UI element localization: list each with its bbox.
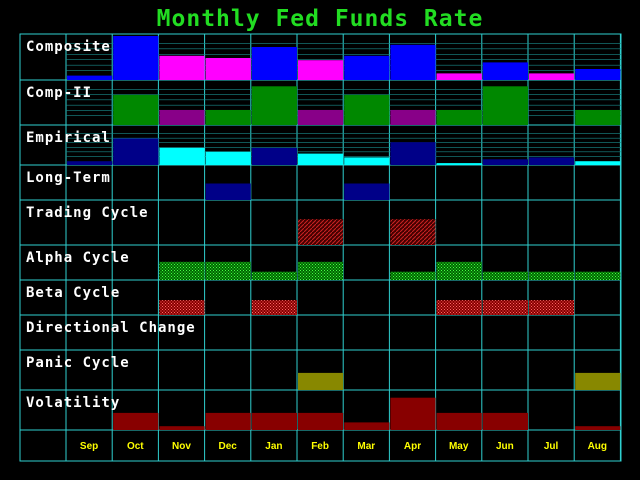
bar-long-term-mar — [344, 183, 390, 200]
bar-alpha-cycle-nov — [159, 261, 205, 280]
month-label-nov: Nov — [172, 441, 191, 452]
bar-volatility-dec — [205, 412, 251, 430]
bar-composite-apr — [390, 44, 436, 80]
bar-alpha-cycle-aug — [575, 271, 621, 280]
row-label-panic-cycle: Panic Cycle — [26, 355, 130, 371]
bar-volatility-mar — [344, 422, 390, 430]
bar-alpha-cycle-may — [436, 261, 482, 280]
chart-title: Monthly Fed Funds Rate — [156, 6, 484, 32]
bar-alpha-cycle-feb — [298, 261, 344, 280]
bar-composite-aug — [575, 69, 621, 80]
bar-beta-cycle-jun — [482, 300, 528, 315]
bar-empirical-oct — [113, 138, 159, 165]
bar-alpha-cycle-jan — [251, 271, 297, 280]
bar-comp-ii-feb — [298, 109, 344, 125]
bar-volatility-apr — [390, 397, 436, 430]
month-label-jun: Jun — [496, 441, 514, 452]
bar-comp-ii-aug — [575, 109, 621, 125]
bar-comp-ii-jun — [482, 86, 528, 125]
bar-composite-feb — [298, 60, 344, 80]
bar-beta-cycle-jan — [251, 300, 297, 315]
month-label-jul: Jul — [544, 441, 559, 452]
bar-comp-ii-nov — [159, 109, 205, 125]
month-label-oct: Oct — [127, 441, 144, 452]
bar-alpha-cycle-jun — [482, 271, 528, 280]
month-label-may: May — [449, 441, 469, 452]
bar-long-term-dec — [205, 183, 251, 200]
bar-alpha-cycle-jul — [529, 271, 575, 280]
bar-composite-may — [436, 73, 482, 80]
bar-composite-jan — [251, 47, 297, 80]
bar-composite-jun — [482, 62, 528, 80]
row-label-trading-cycle: Trading Cycle — [26, 205, 149, 221]
bar-volatility-feb — [298, 412, 344, 430]
bar-empirical-mar — [344, 157, 390, 165]
bar-panic-cycle-aug — [575, 372, 621, 390]
bar-empirical-jun — [482, 159, 528, 165]
bar-empirical-jan — [251, 147, 297, 165]
month-label-aug: Aug — [588, 441, 607, 452]
bar-composite-nov — [159, 55, 205, 80]
bar-trading-cycle-feb — [298, 219, 344, 245]
bar-comp-ii-mar — [344, 94, 390, 125]
bar-volatility-aug — [575, 426, 621, 430]
bar-empirical-dec — [205, 151, 251, 165]
bar-volatility-nov — [159, 426, 205, 430]
bar-composite-mar — [344, 55, 390, 80]
month-label-dec: Dec — [219, 441, 238, 452]
bar-volatility-may — [436, 412, 482, 430]
bar-composite-sep — [67, 75, 113, 80]
row-label-alpha-cycle: Alpha Cycle — [26, 250, 130, 266]
bar-comp-ii-may — [436, 109, 482, 125]
bar-composite-oct — [113, 36, 159, 80]
bar-beta-cycle-jul — [529, 300, 575, 315]
bar-beta-cycle-nov — [159, 300, 205, 315]
row-label-volatility: Volatility — [26, 395, 120, 411]
month-label-feb: Feb — [311, 441, 329, 452]
row-label-beta-cycle: Beta Cycle — [26, 285, 120, 301]
month-label-apr: Apr — [404, 441, 421, 452]
bar-comp-ii-jan — [251, 86, 297, 125]
bar-comp-ii-apr — [390, 109, 436, 125]
bar-beta-cycle-may — [436, 300, 482, 315]
bar-empirical-may — [436, 163, 482, 165]
row-label-long-term: Long-Term — [26, 170, 111, 186]
bar-empirical-jul — [529, 157, 575, 165]
month-label-mar: Mar — [357, 441, 375, 452]
bar-volatility-jan — [251, 412, 297, 430]
month-label-sep: Sep — [80, 441, 98, 452]
month-label-jan: Jan — [265, 441, 282, 452]
bar-volatility-jun — [482, 412, 528, 430]
row-label-composite: Composite — [26, 39, 111, 55]
bar-comp-ii-dec — [205, 109, 251, 125]
bar-composite-dec — [205, 58, 251, 80]
bar-panic-cycle-feb — [298, 372, 344, 390]
bar-empirical-aug — [575, 161, 621, 165]
bar-empirical-apr — [390, 142, 436, 165]
bar-trading-cycle-apr — [390, 219, 436, 245]
bar-empirical-feb — [298, 153, 344, 165]
bar-comp-ii-oct — [113, 94, 159, 125]
row-label-directional-change: Directional Change — [26, 320, 196, 336]
row-label-empirical: Empirical — [26, 130, 111, 146]
bar-empirical-sep — [67, 161, 113, 165]
bar-alpha-cycle-apr — [390, 271, 436, 280]
bar-composite-jul — [529, 73, 575, 80]
bar-empirical-nov — [159, 147, 205, 165]
row-label-comp-ii: Comp-II — [26, 85, 92, 101]
bar-volatility-oct — [113, 412, 159, 430]
bar-alpha-cycle-dec — [205, 261, 251, 280]
